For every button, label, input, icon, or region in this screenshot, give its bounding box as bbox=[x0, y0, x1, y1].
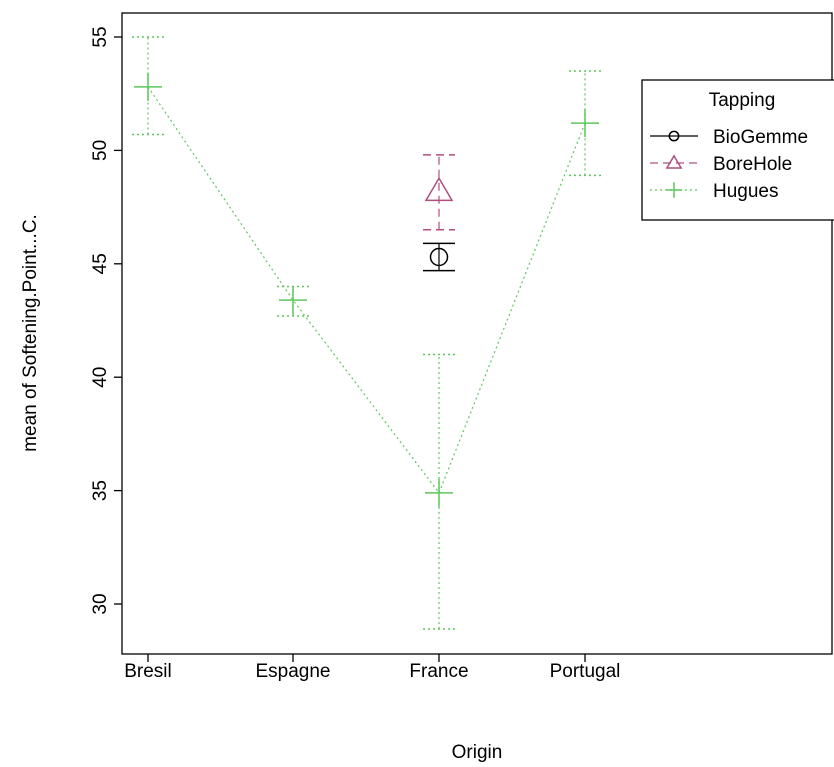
point-marker bbox=[134, 72, 162, 101]
point-marker bbox=[425, 478, 453, 507]
y-tick-label: 45 bbox=[90, 253, 111, 274]
series-line-hugues bbox=[147, 86, 586, 495]
x-tick-label: Portugal bbox=[550, 661, 621, 682]
y-tick-label: 30 bbox=[90, 593, 111, 614]
point-marker bbox=[668, 130, 680, 142]
x-tick-label: Espagne bbox=[255, 661, 330, 682]
point-marker bbox=[429, 247, 449, 267]
legend-label: Hugues bbox=[713, 181, 779, 202]
legend-title: Tapping bbox=[709, 90, 776, 111]
y-tick-label: 40 bbox=[90, 367, 111, 388]
legend-label: BoreHole bbox=[713, 154, 792, 175]
x-tick-label: France bbox=[409, 661, 468, 682]
y-tick-label: 50 bbox=[90, 140, 111, 161]
y-tick-label: 55 bbox=[90, 26, 111, 47]
point-marker bbox=[424, 176, 454, 202]
x-axis-title: Origin bbox=[452, 742, 503, 763]
point-marker bbox=[571, 109, 599, 138]
plot-layer: 30 35 40 45 50 55 Bresil Espagne France Portugal bbox=[90, 26, 620, 682]
point-marker bbox=[665, 154, 683, 169]
x-tick-label: Bresil bbox=[124, 661, 172, 682]
plot-frame bbox=[121, 12, 833, 655]
y-tick-label: 35 bbox=[90, 480, 111, 501]
point-marker bbox=[666, 182, 682, 198]
legend-label: BioGemme bbox=[713, 127, 808, 148]
point-marker bbox=[279, 286, 307, 315]
legend: Tapping BioGemme BoreHole Hugues bbox=[641, 79, 834, 221]
y-axis-title: mean of Softening.Point...C. bbox=[20, 214, 41, 452]
